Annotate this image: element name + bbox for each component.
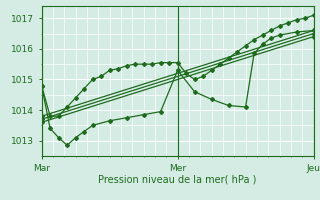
X-axis label: Pression niveau de la mer( hPa ): Pression niveau de la mer( hPa ) bbox=[99, 174, 257, 184]
